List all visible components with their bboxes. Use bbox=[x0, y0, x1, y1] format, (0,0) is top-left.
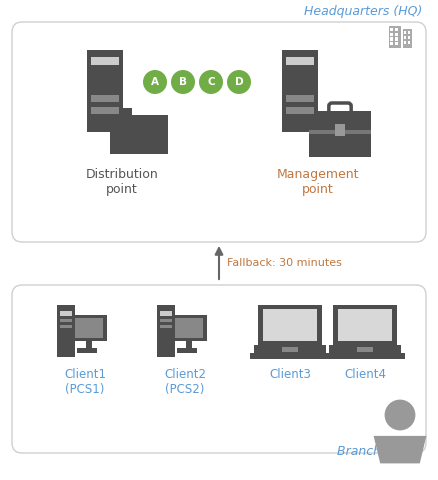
Bar bbox=[309, 111, 371, 157]
Text: Client1
(PCS1): Client1 (PCS1) bbox=[64, 368, 106, 396]
Bar bbox=[254, 345, 326, 355]
Bar bbox=[60, 325, 72, 328]
Bar bbox=[395, 33, 398, 36]
Bar bbox=[157, 305, 175, 357]
Bar bbox=[286, 57, 314, 65]
Text: B: B bbox=[179, 77, 187, 87]
Bar bbox=[57, 305, 75, 357]
Circle shape bbox=[199, 70, 223, 94]
Bar bbox=[160, 325, 172, 328]
Bar bbox=[91, 57, 119, 65]
Bar bbox=[91, 95, 119, 102]
Bar bbox=[395, 28, 398, 31]
Circle shape bbox=[143, 70, 167, 94]
Bar bbox=[333, 305, 397, 345]
Bar bbox=[75, 318, 103, 338]
Bar bbox=[404, 31, 406, 34]
Bar bbox=[60, 319, 72, 322]
Bar bbox=[86, 341, 92, 349]
Bar bbox=[408, 31, 410, 34]
Bar bbox=[338, 309, 392, 341]
Bar bbox=[171, 315, 207, 341]
Text: Client2
(PCS2): Client2 (PCS2) bbox=[164, 368, 206, 396]
Bar bbox=[77, 348, 97, 353]
Text: Headquarters (HQ): Headquarters (HQ) bbox=[304, 5, 422, 18]
Circle shape bbox=[227, 70, 251, 94]
Bar bbox=[325, 353, 405, 359]
Bar bbox=[177, 348, 197, 353]
FancyBboxPatch shape bbox=[12, 285, 426, 453]
Bar bbox=[335, 124, 345, 136]
Bar bbox=[389, 26, 401, 48]
Text: D: D bbox=[235, 77, 244, 87]
Bar bbox=[250, 353, 330, 359]
Text: C: C bbox=[207, 77, 215, 87]
Text: Branch Office: Branch Office bbox=[337, 445, 422, 458]
Bar bbox=[390, 33, 393, 36]
Bar bbox=[282, 50, 318, 132]
Bar bbox=[110, 108, 132, 116]
Bar bbox=[186, 341, 192, 349]
Bar bbox=[175, 318, 203, 338]
Bar bbox=[390, 37, 393, 40]
Bar bbox=[395, 37, 398, 40]
Bar bbox=[110, 115, 168, 154]
Bar bbox=[160, 311, 172, 316]
Bar bbox=[408, 36, 410, 39]
Bar bbox=[87, 50, 123, 132]
Bar bbox=[357, 347, 373, 352]
Bar bbox=[160, 319, 172, 322]
Bar bbox=[404, 36, 406, 39]
Bar bbox=[404, 41, 406, 44]
Polygon shape bbox=[374, 436, 427, 463]
Bar bbox=[91, 108, 119, 114]
Bar bbox=[329, 345, 401, 355]
Circle shape bbox=[385, 399, 415, 431]
Bar bbox=[71, 315, 107, 341]
Text: Fallback: 30 minutes: Fallback: 30 minutes bbox=[227, 258, 342, 268]
Text: Client4: Client4 bbox=[344, 368, 386, 381]
Text: Management
point: Management point bbox=[277, 168, 359, 196]
Text: Client3: Client3 bbox=[269, 368, 311, 381]
Text: Distribution
point: Distribution point bbox=[85, 168, 159, 196]
Bar bbox=[390, 28, 393, 31]
Bar bbox=[263, 309, 317, 341]
Bar bbox=[286, 108, 314, 114]
Bar bbox=[408, 41, 410, 44]
Bar bbox=[282, 347, 298, 352]
Bar bbox=[60, 311, 72, 316]
Circle shape bbox=[171, 70, 195, 94]
Bar bbox=[403, 29, 413, 48]
Text: A: A bbox=[151, 77, 159, 87]
Bar bbox=[390, 42, 393, 45]
FancyBboxPatch shape bbox=[12, 22, 426, 242]
Bar bbox=[258, 305, 322, 345]
Bar bbox=[286, 95, 314, 102]
Bar bbox=[309, 130, 371, 134]
Bar bbox=[395, 42, 398, 45]
